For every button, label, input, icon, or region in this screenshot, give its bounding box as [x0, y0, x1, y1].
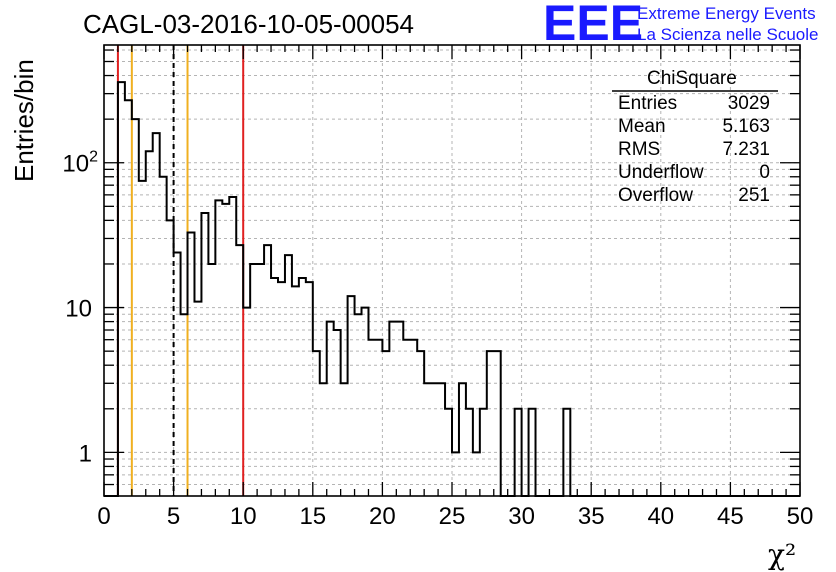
logo-line-2: La Scienza nelle Scuole: [637, 25, 818, 44]
x-tick-label: 25: [439, 503, 466, 530]
x-tick-label: 15: [299, 503, 326, 530]
stats-label-underflow: Underflow: [618, 162, 704, 183]
y-tick-label: 10: [65, 296, 92, 323]
stats-value-underflow: 0: [759, 162, 770, 183]
x-tick-label: 35: [578, 503, 605, 530]
plot-frame: [103, 44, 801, 497]
x-axis-label: χ²: [768, 538, 796, 571]
x-tick-label: 45: [717, 503, 744, 530]
stats-label-overflow: Overflow: [618, 185, 693, 206]
x-tick-label: 30: [508, 503, 535, 530]
stats-label-rms: RMS: [618, 139, 660, 160]
logo-line-1: Extreme Energy Events: [637, 4, 816, 23]
stats-box: ChiSquare Entries 3029 Mean 5.163 RMS 7.…: [612, 68, 778, 206]
stats-label-mean: Mean: [618, 116, 666, 137]
stats-value-rms: 7.231: [722, 139, 770, 160]
x-tick-label: 50: [787, 503, 814, 530]
stats-box-name: ChiSquare: [647, 68, 737, 89]
stats-label-entries: Entries: [618, 93, 677, 114]
x-tick-label: 5: [167, 503, 180, 530]
eee-logo: EEE: [543, 0, 643, 51]
y-axis-label: Entries/bin: [9, 59, 39, 182]
y-tick-label: 1: [79, 440, 92, 467]
x-tick-label: 0: [97, 503, 110, 530]
chart-title: CAGL-03-2016-10-05-00054: [83, 9, 414, 39]
grid: [104, 45, 800, 496]
x-tick-label: 10: [230, 503, 257, 530]
x-tick-label: 20: [369, 503, 396, 530]
x-tick-label: 40: [647, 503, 674, 530]
axis-ticks: 0 5 10 15 20 25 30 35 40 45 50 1 10 102: [62, 45, 813, 530]
stats-value-overflow: 251: [738, 185, 770, 206]
y-tick-label: 102: [62, 149, 98, 178]
stats-value-mean: 5.163: [722, 116, 770, 137]
stats-value-entries: 3029: [728, 93, 770, 114]
